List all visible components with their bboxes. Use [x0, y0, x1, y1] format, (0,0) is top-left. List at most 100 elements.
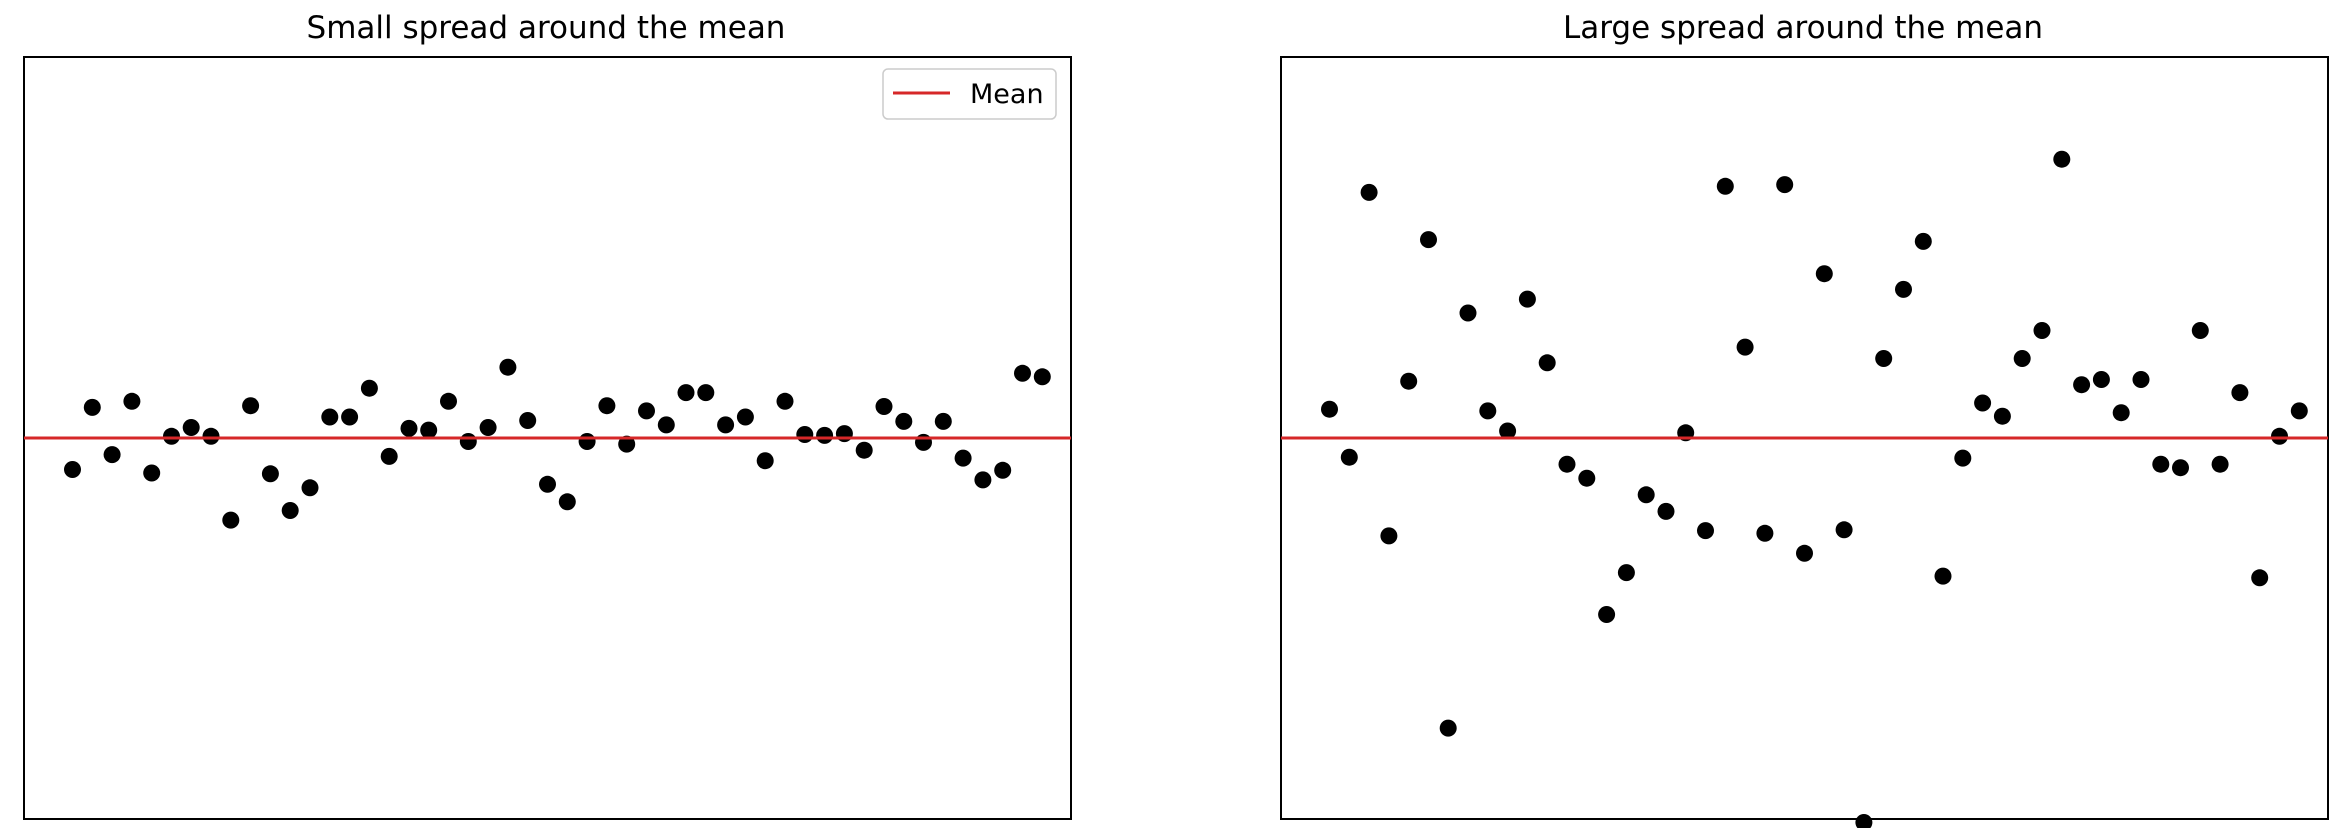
- right-data-point: [1914, 232, 1932, 250]
- left-data-point: [539, 475, 556, 493]
- right-data-point: [2152, 455, 2170, 473]
- left-data-point: [638, 402, 655, 420]
- left-data-point: [380, 447, 398, 465]
- right-data-point: [2290, 402, 2308, 420]
- left-data-point: [261, 465, 279, 483]
- left-data-point: [915, 433, 932, 451]
- right-data-point: [1420, 231, 1437, 249]
- right-data-point: [1499, 422, 1517, 440]
- left-data-point: [64, 461, 81, 478]
- left-data-point: [697, 384, 715, 402]
- left-data-point: [835, 425, 853, 443]
- legend-mean-label: Mean: [970, 79, 1044, 110]
- right-data-point: [1895, 280, 1912, 298]
- left-data-point: [954, 449, 972, 467]
- left-data-point: [578, 433, 596, 450]
- right-data-point: [1835, 521, 1853, 539]
- left-data-point: [163, 427, 180, 445]
- left-chart-title: Small spread around the mean: [307, 10, 786, 46]
- right-data-points: [1321, 150, 2308, 828]
- right-data-point: [1657, 502, 1675, 520]
- right-data-point: [1934, 567, 1952, 585]
- right-data-point: [1697, 522, 1714, 540]
- left-data-point: [736, 408, 754, 426]
- left-data-point: [855, 441, 873, 459]
- left-data-point: [440, 392, 457, 410]
- left-data-point: [281, 502, 299, 519]
- right-data-point: [2073, 376, 2091, 394]
- left-data-point: [796, 426, 814, 443]
- left-data-point: [875, 398, 893, 415]
- right-data-point: [2132, 371, 2150, 388]
- right-data-point: [1360, 183, 1378, 201]
- right-data-point: [1538, 354, 1556, 372]
- right-data-point: [1993, 407, 2011, 425]
- right-data-point: [2231, 384, 2249, 402]
- left-data-point: [1033, 368, 1051, 386]
- right-data-point: [1598, 606, 1616, 623]
- left-data-point: [83, 398, 101, 416]
- left-data-point: [618, 435, 636, 453]
- right-data-point: [1954, 449, 1972, 467]
- left-data-point: [756, 452, 774, 470]
- right-data-point: [2013, 350, 2031, 367]
- right-data-point: [1439, 719, 1457, 737]
- right-data-point: [1776, 176, 1794, 194]
- left-data-point: [459, 433, 477, 450]
- legend: Mean: [882, 68, 1057, 120]
- left-data-point: [519, 412, 537, 429]
- right-data-point: [1736, 338, 1754, 356]
- right-data-point: [2112, 404, 2130, 422]
- right-data-point: [1558, 455, 1576, 473]
- right-chart-title: Large spread around the mean: [1563, 10, 2043, 46]
- right-data-point: [2033, 322, 2051, 339]
- left-data-point: [657, 416, 675, 434]
- right-data-point: [1796, 544, 1813, 562]
- left-data-point: [677, 384, 695, 402]
- left-data-point: [360, 379, 378, 397]
- left-data-point: [242, 397, 260, 415]
- left-data-points: [64, 358, 1051, 529]
- right-data-point: [2251, 569, 2269, 587]
- left-data-point: [341, 408, 359, 426]
- right-data-point: [2092, 371, 2110, 388]
- left-data-point: [400, 419, 418, 437]
- right-data-point: [1855, 814, 1873, 828]
- left-data-point: [103, 446, 121, 464]
- right-data-point: [1974, 394, 1992, 412]
- right-data-point: [1815, 265, 1833, 283]
- left-data-point: [123, 392, 141, 410]
- left-data-point: [143, 464, 161, 482]
- right-data-point: [1479, 402, 1497, 420]
- left-data-point: [301, 479, 319, 497]
- right-data-point: [2053, 150, 2071, 168]
- right-data-point: [1459, 304, 1477, 322]
- left-data-point: [558, 493, 576, 511]
- left-data-point: [420, 421, 438, 439]
- right-data-point: [1716, 177, 1734, 195]
- left-data-point: [182, 419, 200, 436]
- right-data-point: [1617, 564, 1635, 582]
- right-data-point: [1637, 486, 1655, 504]
- right-data-point: [1340, 448, 1358, 466]
- left-data-point: [974, 471, 992, 489]
- right-data-point: [2271, 427, 2288, 445]
- left-data-point: [994, 461, 1012, 479]
- legend-box: [882, 68, 1057, 120]
- left-data-point: [479, 419, 497, 436]
- left-data-point: [934, 412, 952, 430]
- left-data-point: [895, 412, 913, 430]
- right-scatter-panel: Large spread around the mean: [1280, 10, 2329, 828]
- left-data-point: [717, 416, 735, 434]
- right-data-point: [1400, 372, 1418, 390]
- right-data-point: [1518, 290, 1536, 308]
- left-data-point: [222, 511, 240, 529]
- left-data-point: [321, 408, 339, 426]
- left-scatter-panel: Small spread around the mean Mean: [23, 10, 1072, 820]
- right-data-point: [1578, 469, 1596, 487]
- left-data-point: [816, 426, 834, 444]
- right-data-point: [1380, 527, 1398, 545]
- left-data-point: [598, 397, 616, 415]
- left-data-point: [1014, 364, 1031, 382]
